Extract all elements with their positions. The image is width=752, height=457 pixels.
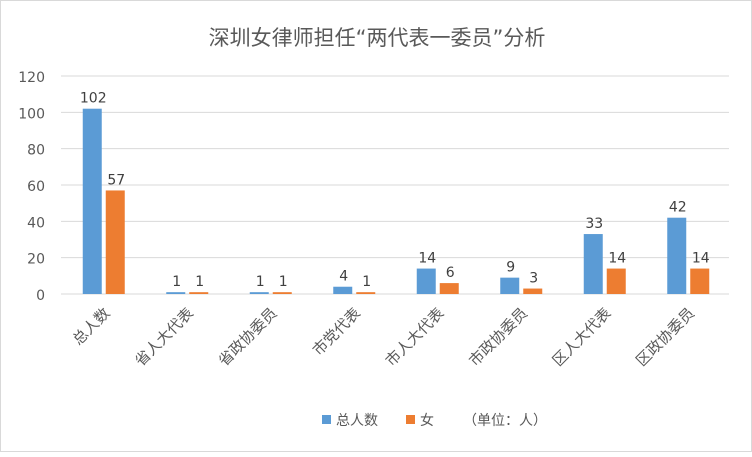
y-tick-label: 40 xyxy=(27,215,45,231)
data-label: 102 xyxy=(80,91,107,107)
bar-female xyxy=(690,268,710,294)
x-tick-label: 省人大代表 xyxy=(131,304,197,370)
bar-female xyxy=(439,283,459,294)
x-tick-label: 总人数 xyxy=(69,304,114,349)
y-tick-label: 20 xyxy=(27,252,45,268)
data-label: 14 xyxy=(608,251,626,267)
bar-total xyxy=(583,234,603,294)
data-label: 14 xyxy=(418,251,436,267)
bar-female xyxy=(272,292,292,294)
y-tick-label: 0 xyxy=(36,288,45,304)
y-tick-label: 100 xyxy=(18,106,45,122)
bar-female xyxy=(189,292,209,294)
legend: 总人数 女 （单位：人） xyxy=(322,412,547,429)
data-label: 42 xyxy=(669,200,687,216)
x-tick-label: 市人大代表 xyxy=(382,304,448,370)
bar-female xyxy=(606,268,626,294)
data-label: 1 xyxy=(256,274,265,290)
legend-unit-note: （单位：人） xyxy=(463,413,547,429)
data-label: 33 xyxy=(585,216,603,232)
x-tick-label: 市政协委员 xyxy=(465,304,531,370)
data-label: 9 xyxy=(506,260,515,276)
bar-female xyxy=(356,292,376,294)
bar-total xyxy=(82,108,102,294)
legend-swatch-total xyxy=(322,415,331,424)
y-tick-label: 60 xyxy=(27,179,45,195)
data-label: 4 xyxy=(339,269,348,285)
bar-female xyxy=(105,190,125,294)
x-tick-label: 省政协委员 xyxy=(215,304,281,370)
x-tick-label: 市党代表 xyxy=(309,304,364,359)
x-tick-label: 区人大代表 xyxy=(549,304,615,370)
data-label: 1 xyxy=(195,274,204,290)
legend-label-total: 总人数 xyxy=(336,413,378,429)
bar-female xyxy=(523,288,543,294)
bar-total xyxy=(500,277,520,294)
bar-total xyxy=(249,292,269,294)
data-label: 6 xyxy=(446,265,455,281)
y-tick-label: 120 xyxy=(18,70,45,86)
legend-label-female: 女 xyxy=(420,412,434,429)
bar-total xyxy=(333,286,353,294)
chart-title: 深圳女律师担任“两代表一委员”分析 xyxy=(209,26,546,50)
data-label: 1 xyxy=(279,274,288,290)
data-label: 14 xyxy=(692,251,710,267)
data-label: 57 xyxy=(107,172,125,188)
bar-total xyxy=(667,217,687,294)
data-label: 1 xyxy=(172,274,181,290)
data-label: 1 xyxy=(362,274,371,290)
legend-swatch-female xyxy=(406,415,415,424)
bar-total xyxy=(166,292,186,294)
x-tick-label: 区政协委员 xyxy=(632,304,698,370)
data-label: 3 xyxy=(529,271,538,287)
bar-total xyxy=(416,268,436,294)
y-tick-label: 80 xyxy=(27,143,45,159)
